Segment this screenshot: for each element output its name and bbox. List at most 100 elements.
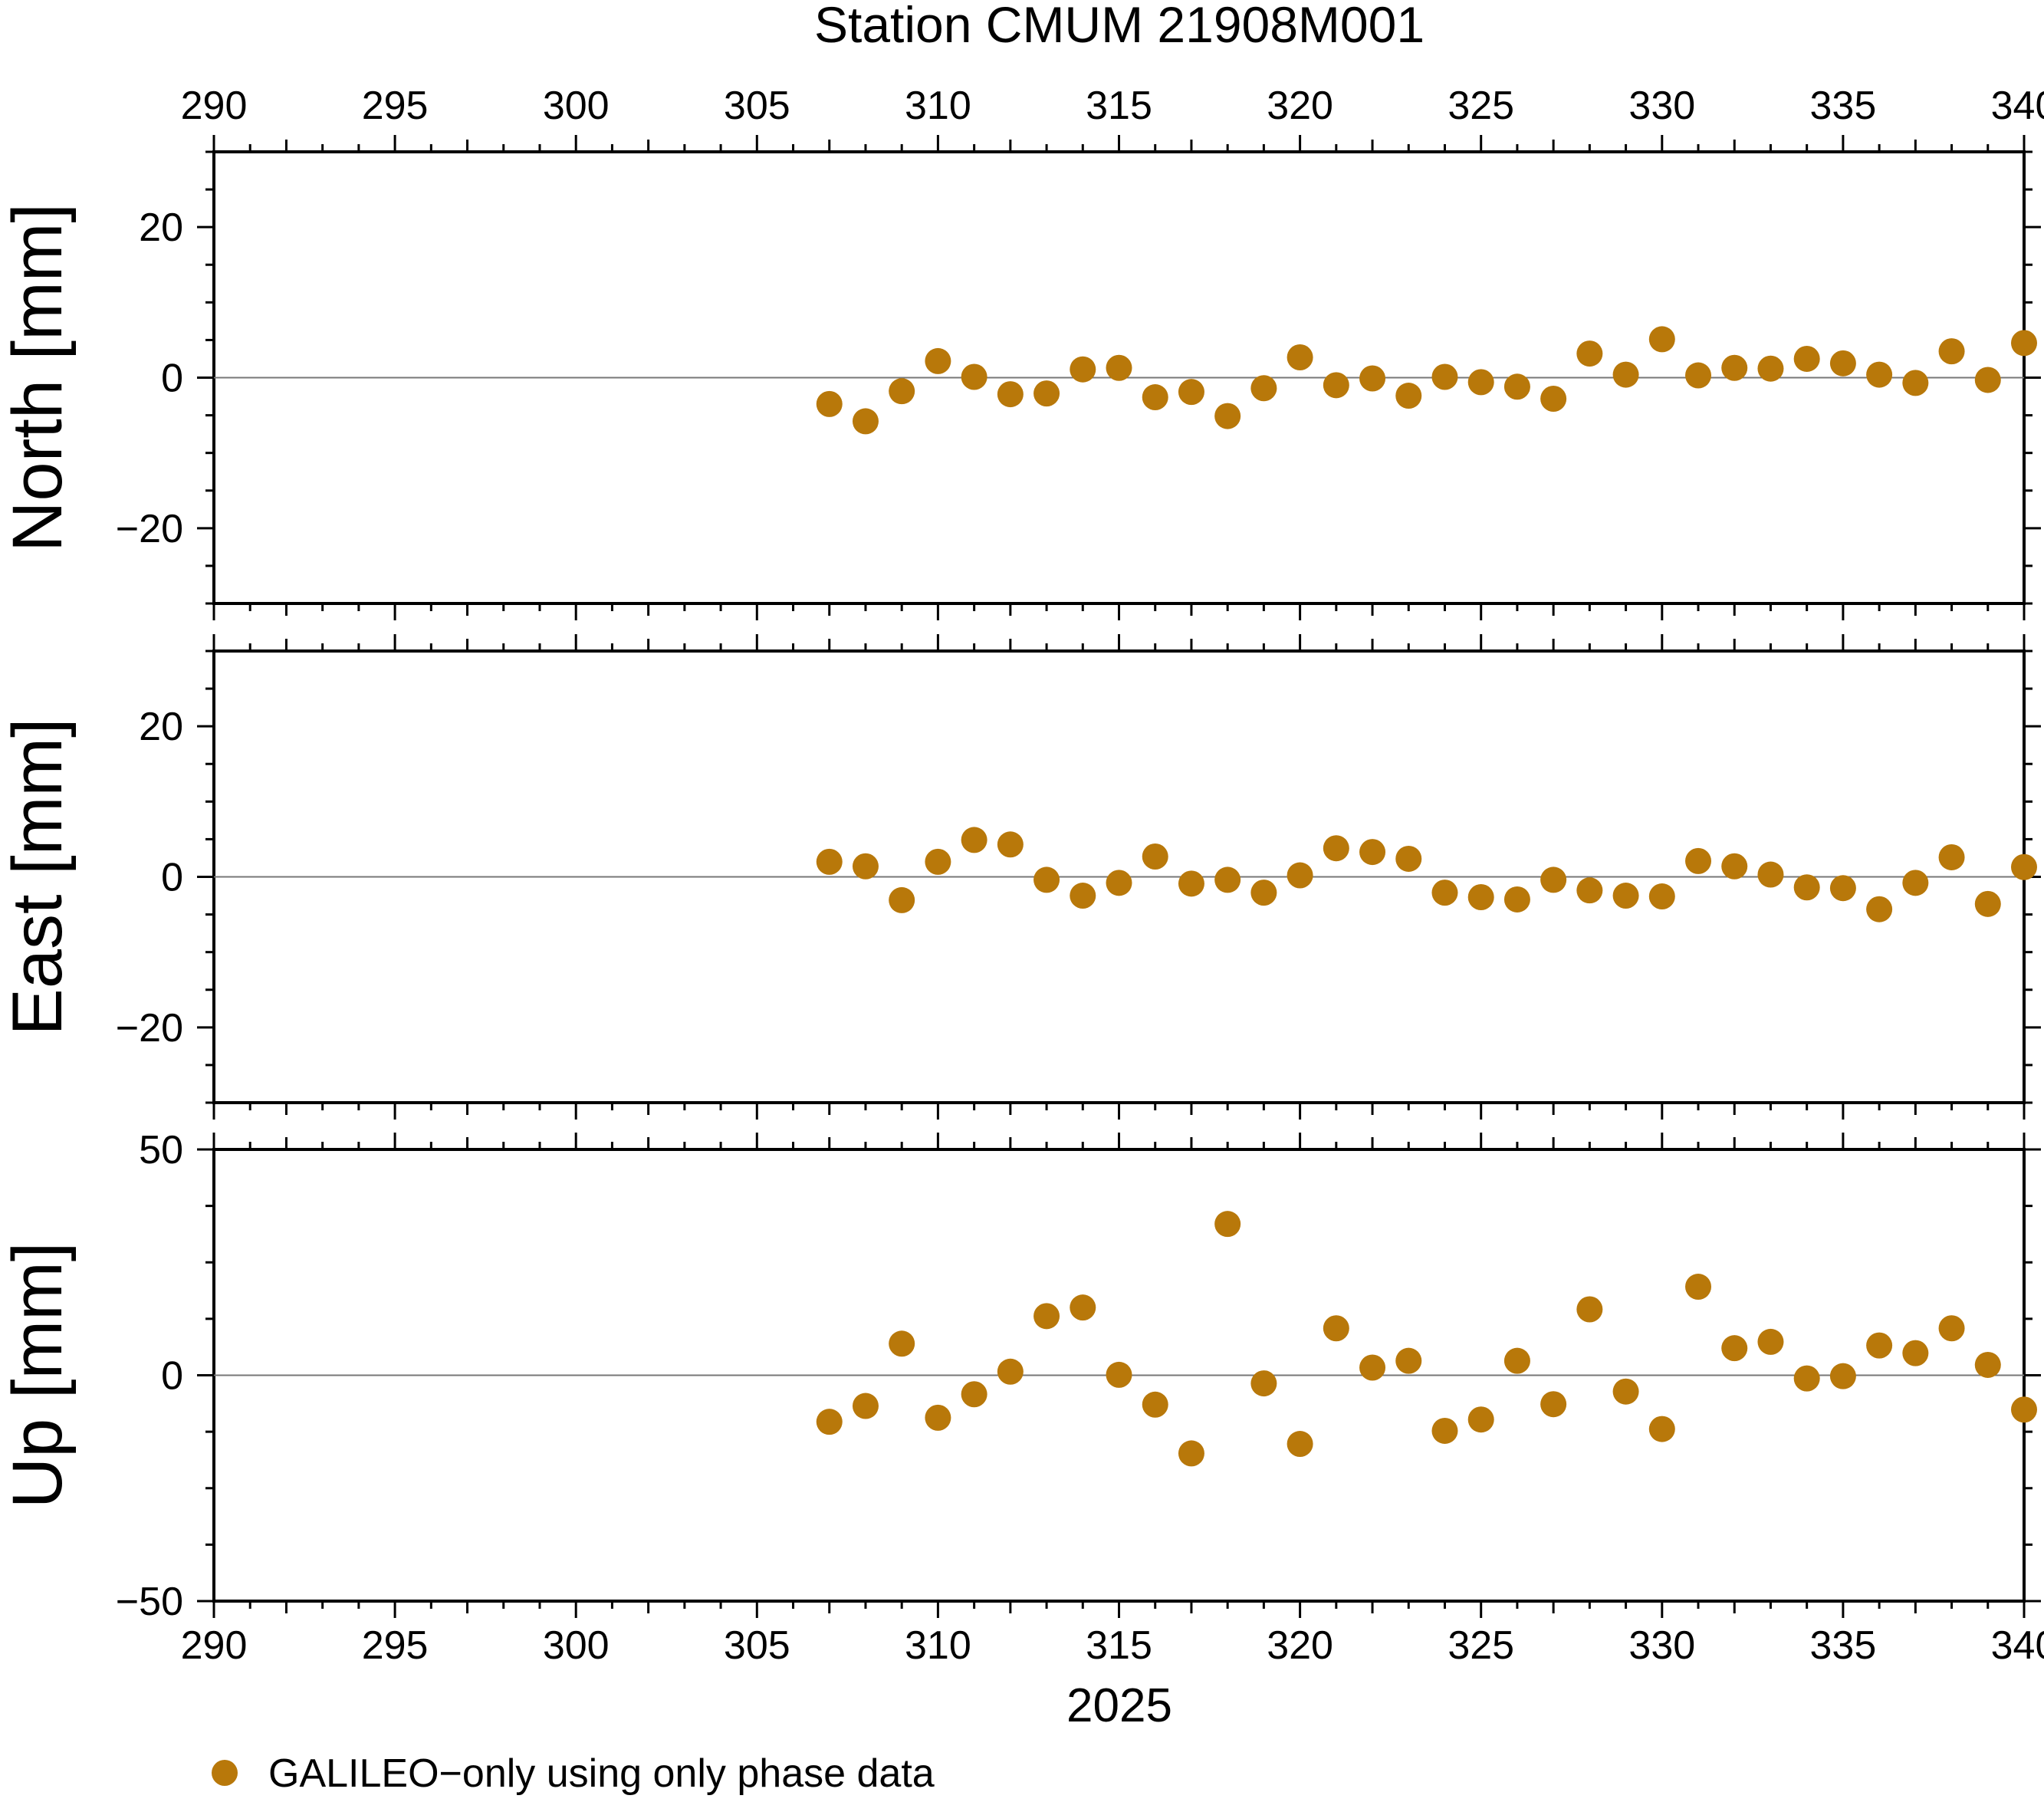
y-axis-label: North [mm] (0, 203, 77, 552)
data-point (1323, 372, 1349, 399)
data-point (1214, 403, 1241, 429)
data-point (852, 853, 879, 880)
data-point (1467, 884, 1494, 911)
data-point (1503, 886, 1530, 913)
data-point (1250, 375, 1277, 402)
data-point (889, 886, 915, 913)
data-point (1866, 361, 1893, 388)
data-point (1359, 1354, 1386, 1381)
data-point (1612, 361, 1639, 388)
data-point (1142, 843, 1168, 870)
data-point (961, 1381, 987, 1408)
y-tick-label: 0 (161, 856, 183, 900)
panel-0: −20 0 20 North [mm] (0, 135, 2041, 620)
data-point (1576, 340, 1603, 367)
data-point (997, 381, 1024, 408)
data-point (1070, 1294, 1096, 1321)
data-point (1034, 380, 1060, 407)
data-point (1648, 1416, 1675, 1442)
data-point (1829, 875, 1856, 902)
data-point (1178, 1440, 1204, 1467)
x-tick-label-bottom: 315 (1086, 1623, 1152, 1668)
data-point (1540, 1391, 1567, 1418)
data-point (1178, 379, 1204, 406)
data-point (997, 1358, 1024, 1385)
data-point (1793, 1365, 1820, 1392)
data-point (1395, 845, 1422, 872)
data-point (1503, 373, 1530, 400)
data-point (1829, 1363, 1856, 1389)
legend-marker (212, 1760, 238, 1786)
data-point (1793, 874, 1820, 901)
data-point (1902, 870, 1929, 896)
data-point (889, 378, 915, 405)
data-point (1721, 1335, 1748, 1362)
data-point (1866, 896, 1893, 922)
data-point (1323, 835, 1349, 862)
data-point (1685, 362, 1712, 389)
panels-layer: −20 0 20 North [mm] −20 0 20 East [mm] −50 0 50 Up … (0, 84, 2044, 1668)
data-point (816, 390, 843, 417)
data-point (1938, 843, 1965, 870)
data-point (2011, 1396, 2037, 1423)
data-point (1757, 1328, 1784, 1355)
x-tick-label-top: 290 (181, 84, 248, 128)
data-point (1938, 338, 1965, 365)
data-point (1467, 369, 1494, 396)
y-tick-label: −20 (116, 507, 183, 551)
y-axis-label: East [mm] (0, 718, 77, 1035)
data-point (1648, 326, 1675, 353)
data-point (1503, 1347, 1530, 1374)
x-tick-label-bottom: 335 (1810, 1623, 1877, 1668)
data-point (1287, 344, 1313, 370)
data-point (1395, 383, 1422, 409)
data-point (925, 347, 951, 374)
y-tick-label: 0 (161, 1354, 183, 1399)
data-point (1214, 866, 1241, 893)
data-point (1250, 1370, 1277, 1397)
x-tick-label-bottom: 340 (1991, 1623, 2044, 1668)
x-tick-label-bottom: 325 (1448, 1623, 1514, 1668)
data-point (1142, 384, 1168, 411)
data-point (1685, 1274, 1712, 1301)
data-point (852, 1393, 879, 1419)
legend: GALILEO−only using only phase data (212, 1751, 935, 1796)
x-tick-label-top: 310 (905, 84, 971, 128)
data-point (889, 1330, 915, 1357)
x-tick-label-top: 340 (1991, 84, 2044, 128)
data-point (1070, 356, 1096, 383)
data-point (1757, 355, 1784, 382)
x-tick-label-bottom: 330 (1628, 1623, 1695, 1668)
x-tick-label-top: 315 (1086, 84, 1152, 128)
x-tick-label-bottom: 290 (181, 1623, 248, 1668)
data-point (1178, 870, 1204, 897)
data-point (816, 1409, 843, 1435)
data-point (1612, 883, 1639, 909)
x-tick-label-top: 325 (1448, 84, 1514, 128)
data-point (1070, 883, 1096, 909)
data-point (1576, 877, 1603, 904)
data-point (1431, 363, 1458, 390)
data-point (1250, 880, 1277, 906)
data-point (961, 827, 987, 853)
data-point (1287, 862, 1313, 889)
data-point (1757, 861, 1784, 888)
data-point (1685, 847, 1712, 874)
x-tick-label-top: 305 (724, 84, 790, 128)
y-tick-label: −50 (116, 1580, 183, 1624)
data-point (1612, 1378, 1639, 1405)
x-tick-label-bottom: 320 (1267, 1623, 1333, 1668)
data-point (2011, 330, 2037, 357)
x-tick-label-bottom: 310 (905, 1623, 971, 1668)
x-tick-label-top: 335 (1810, 84, 1877, 128)
data-point (1974, 367, 2001, 393)
y-tick-label: 0 (161, 357, 183, 401)
x-axis-label: 2025 (1066, 1679, 1172, 1732)
data-point (1142, 1391, 1168, 1418)
data-point (961, 363, 987, 390)
data-point (2011, 853, 2037, 880)
data-point (1540, 866, 1567, 893)
data-point (1359, 365, 1386, 392)
data-point (1287, 1431, 1313, 1458)
